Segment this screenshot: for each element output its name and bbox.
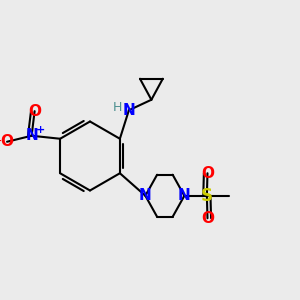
Text: +: + [35, 125, 45, 135]
Text: O: O [28, 104, 41, 119]
Text: S: S [201, 187, 213, 205]
Text: H: H [113, 101, 122, 114]
Text: O: O [201, 211, 214, 226]
Text: N: N [139, 188, 152, 203]
Text: N: N [25, 128, 38, 143]
Text: −: − [0, 135, 3, 148]
Text: O: O [201, 166, 214, 181]
Text: N: N [178, 188, 191, 203]
Text: N: N [122, 103, 135, 118]
Text: O: O [1, 134, 13, 149]
